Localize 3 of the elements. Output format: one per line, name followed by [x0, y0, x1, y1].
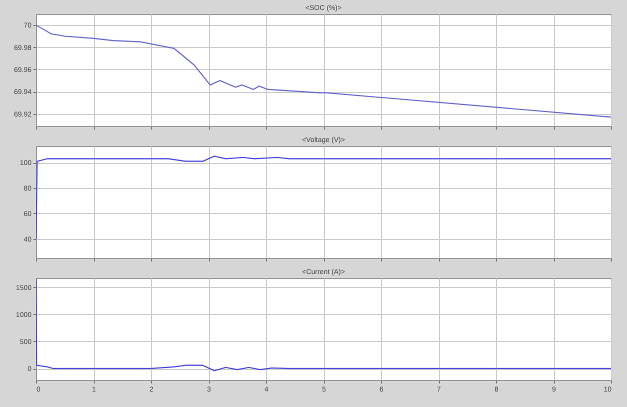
line-series — [36, 24, 611, 118]
line-series — [36, 156, 611, 240]
line-series — [36, 278, 611, 372]
